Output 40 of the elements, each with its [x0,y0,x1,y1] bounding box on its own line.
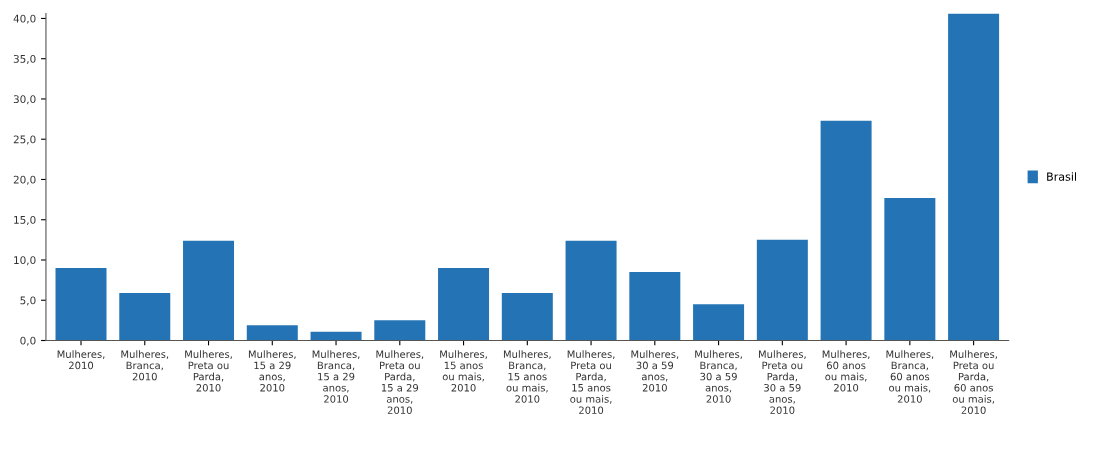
x-tick-label: Mulheres, Preta ou Parda, 15 a 29 anos, 2010 [376,350,424,414]
y-tick-label: 30,0 [13,95,36,105]
legend-label: Brasil [1047,172,1076,181]
x-tick-label: Mulheres, 30 a 59 anos, 2010 [631,350,679,392]
x-tick-label: Mulheres, Branca, 15 anos ou mais, 2010 [503,350,551,403]
x-tick-label: Mulheres, Preta ou Parda, 15 anos ou mais, 2010 [567,350,615,414]
y-tick-label: 10,0 [14,256,36,266]
y-tick-label: 35,0 [13,54,36,64]
bar [629,272,681,341]
x-tick-label: Mulheres, Branca, 60 anos ou mais, 2010 [886,350,934,403]
bar [374,320,426,341]
bar [948,13,1000,341]
bar [183,240,235,341]
x-tick-label: Mulheres, 15 a 29 anos, 2010 [248,350,296,392]
y-tick-label: 0,0 [20,336,36,346]
x-tick-label: Mulheres, 2010 [57,350,105,370]
x-tick-label: Mulheres, Preta ou Parda, 30 a 59 anos, 2010 [758,350,806,414]
y-tick-label: 25,0 [13,135,36,145]
bar [119,293,171,341]
bar [438,268,490,341]
x-tick-label: Mulheres, 60 anos ou mais, 2010 [822,350,870,392]
bar [246,325,298,341]
x-tick-label: Mulheres, Preta ou Parda, 60 anos ou mais, 2010 [950,350,997,414]
x-tick-label: Mulheres, Branca, 15 a 29 anos, 2010 [312,350,360,403]
y-tick-label: 40,0 [13,14,36,24]
x-tick-label: Mulheres, Preta ou Parda, 2010 [185,350,232,392]
bar [756,239,808,341]
bar [565,240,617,341]
x-tick-label: Mulheres, Branca, 2010 [121,350,169,381]
x-tick-label: Mulheres, 15 anos ou mais, 2010 [440,350,487,392]
y-tick-label: 20,0 [13,175,36,185]
x-tick-label: Mulheres, Branca, 30 a 59 anos, 2010 [695,350,742,403]
bar [820,120,872,341]
bar [55,268,107,341]
bar [501,293,553,341]
bar [310,331,362,341]
y-tick-label: 15,0 [14,215,36,225]
bar [693,304,745,341]
y-tick-label: 5,0 [20,296,36,306]
bar [884,197,936,341]
